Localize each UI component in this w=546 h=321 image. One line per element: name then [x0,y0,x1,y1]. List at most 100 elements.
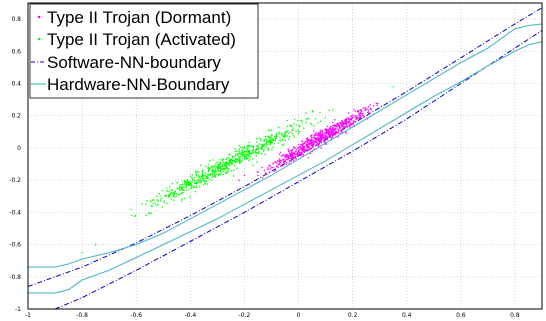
scatter-point [166,190,168,192]
scatter-point [286,119,288,122]
scatter-point [196,180,198,182]
scatter-point [196,182,198,185]
scatter-point [194,180,196,182]
scatter-point [322,134,324,137]
scatter-point [334,119,336,121]
scatter-point [294,157,297,159]
scatter-point [218,167,220,169]
scatter-point [249,156,252,158]
scatter-point [307,143,309,145]
scatter-point [234,157,236,160]
scatter-point [322,136,325,138]
scatter-point [201,175,203,177]
scatter-point [292,129,294,132]
legend-label-software-boundary: Software-NN-boundary [47,53,221,72]
scatter-point [392,86,394,88]
scatter-point [130,208,132,211]
scatter-point [300,147,302,150]
scatter-point [255,149,257,151]
scatter-point [215,168,217,170]
scatter-point [247,150,249,152]
scatter-point [330,129,333,132]
scatter-point [312,141,314,143]
scatter-point [315,132,318,134]
scatter-point [283,159,286,161]
scatter-point [194,191,197,193]
scatter-point [337,128,339,130]
scatter-point [342,123,344,125]
scatter-point [322,136,324,138]
scatter-point [345,131,347,133]
x-tick-label: -1 [25,312,31,319]
scatter-point [145,214,147,216]
scatter-point [325,129,328,132]
scatter-point [214,174,216,177]
scatter-point [233,169,235,171]
scatter-point [286,155,288,157]
scatter-point [222,171,225,173]
scatter-point [327,132,329,134]
scatter-point [245,156,247,158]
scatter-point [146,200,148,202]
scatter-point [307,141,309,143]
scatter-point [325,136,327,138]
scatter-point [278,133,281,135]
scatter-point [301,153,303,155]
scatter-point [286,154,288,156]
scatter-point [173,193,176,195]
scatter-point [360,116,362,118]
scatter-point [305,143,307,145]
scatter-point [323,141,325,143]
scatter-point [202,179,204,182]
scatter-point [375,102,377,104]
scatter-point [246,153,248,156]
scatter-point [206,177,208,179]
scatter-point [191,177,194,180]
scatter-point [278,153,281,155]
x-tick-label: -0.6 [130,312,142,319]
scatter-point [179,187,181,189]
scatter-point [293,134,295,137]
scatter-point [257,147,259,149]
scatter-point [263,139,265,142]
scatter-point [305,121,307,124]
scatter-point [165,194,167,196]
scatter-point [308,148,310,151]
scatter-point [182,189,184,191]
scatter-point [335,134,337,136]
x-tick-label: 0 [297,312,301,319]
scatter-point [204,177,207,179]
scatter-point [281,134,284,136]
scatter-point [367,105,370,108]
scatter-point [268,164,270,167]
scatter-point [161,206,164,208]
scatter-point [263,149,265,151]
scatter-point [314,118,317,120]
scatter-point [316,134,319,136]
tick-labels: -1 -0.8 -0.6 -0.4 -0.2 0 0.2 0.4 0.6 0.8 -1 -0.8 -0.… [9,16,520,319]
scatter-point [332,133,334,135]
scatter-point [287,156,289,159]
scatter-point [275,169,277,171]
scatter-point [344,119,347,121]
scatter-point [264,146,266,148]
scatter-point [247,145,249,147]
scatter-point [219,159,221,161]
scatter-point [263,169,265,171]
scatter-point [296,154,299,157]
scatter-point [267,129,269,131]
scatter-point [304,150,306,152]
scatter-point [194,182,196,184]
scatter-point [255,152,258,154]
scatter-point [295,150,297,152]
scatter-point [251,145,253,147]
scatter-point [199,178,201,180]
scatter-point [206,183,209,185]
scatter-point [288,157,290,159]
scatter-point [326,130,328,132]
scatter-point [201,173,204,175]
scatter-point [191,177,193,179]
scatter-point [328,135,330,137]
scatter-point [331,133,333,135]
